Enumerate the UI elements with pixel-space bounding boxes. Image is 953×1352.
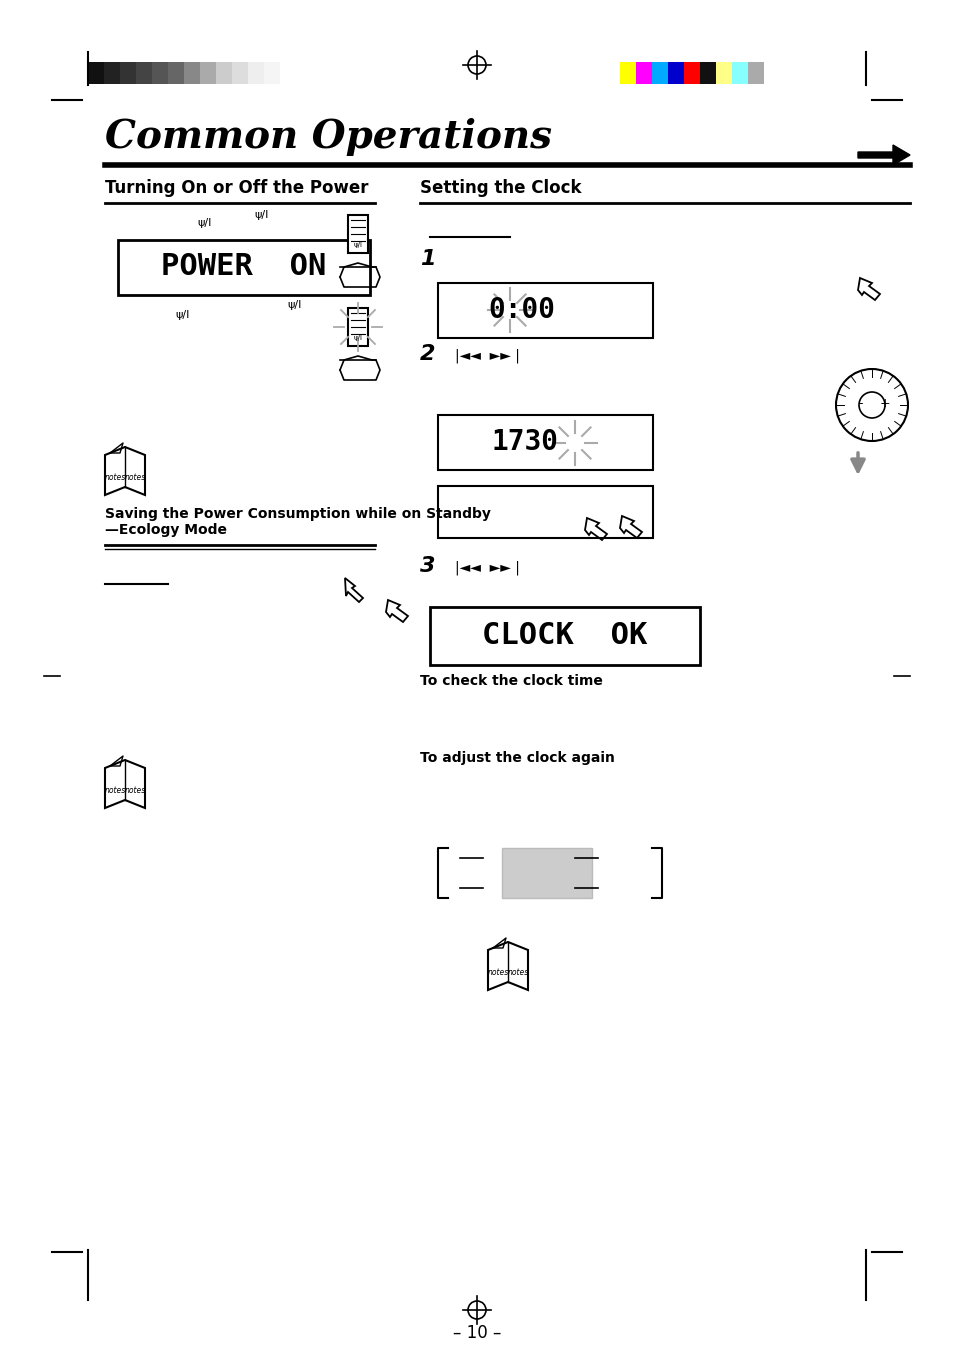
Text: ψ/I: ψ/I: [197, 218, 212, 228]
Text: notes: notes: [487, 968, 508, 977]
Bar: [716, 62, 731, 84]
Text: ψ/I: ψ/I: [354, 242, 362, 247]
Bar: [200, 62, 215, 84]
Bar: [700, 62, 716, 84]
Text: 1730: 1730: [491, 429, 558, 456]
Bar: [136, 62, 152, 84]
Bar: [651, 62, 667, 84]
Bar: [667, 62, 683, 84]
Bar: [120, 62, 136, 84]
Text: To check the clock time: To check the clock time: [419, 675, 602, 688]
Text: 0:00: 0:00: [488, 296, 555, 324]
Text: ψ/I: ψ/I: [254, 210, 269, 220]
Bar: [168, 62, 184, 84]
Text: notes: notes: [124, 473, 146, 483]
Bar: [636, 62, 651, 84]
Text: 3: 3: [419, 556, 435, 576]
Text: Turning On or Off the Power: Turning On or Off the Power: [105, 178, 368, 197]
Text: —Ecology Mode: —Ecology Mode: [105, 523, 227, 537]
Text: notes: notes: [104, 473, 126, 483]
Bar: [232, 62, 248, 84]
Bar: [152, 62, 168, 84]
Bar: [248, 62, 264, 84]
Bar: [88, 62, 104, 84]
Text: Common Operations: Common Operations: [105, 118, 552, 155]
Bar: [348, 308, 368, 346]
Bar: [683, 62, 700, 84]
Bar: [264, 62, 280, 84]
Bar: [501, 848, 592, 898]
Text: |◄◄  ►► |: |◄◄ ►► |: [455, 561, 519, 576]
Bar: [437, 485, 652, 538]
Text: Saving the Power Consumption while on Standby: Saving the Power Consumption while on St…: [105, 507, 491, 521]
Bar: [619, 62, 636, 84]
Text: Setting the Clock: Setting the Clock: [419, 178, 581, 197]
Bar: [437, 415, 652, 470]
Text: POWER  ON: POWER ON: [161, 251, 326, 281]
Bar: [118, 241, 370, 295]
Bar: [104, 62, 120, 84]
Text: |◄◄  ►► |: |◄◄ ►► |: [455, 349, 519, 364]
Text: – 10 –: – 10 –: [453, 1324, 500, 1343]
Bar: [215, 62, 232, 84]
Bar: [437, 283, 652, 338]
Text: 2: 2: [419, 343, 435, 364]
Text: notes: notes: [124, 786, 146, 795]
Text: 1: 1: [419, 249, 435, 269]
Text: notes: notes: [507, 968, 528, 977]
Bar: [430, 607, 700, 665]
Text: notes: notes: [104, 786, 126, 795]
Text: ψ/I: ψ/I: [175, 310, 190, 320]
Bar: [747, 62, 763, 84]
Bar: [348, 215, 368, 253]
Text: To adjust the clock again: To adjust the clock again: [419, 750, 615, 765]
Text: -: -: [857, 397, 862, 410]
Text: CLOCK  OK: CLOCK OK: [482, 621, 647, 650]
Polygon shape: [857, 145, 909, 165]
Text: +: +: [879, 397, 890, 410]
Bar: [184, 62, 200, 84]
Text: ψ/I: ψ/I: [354, 335, 362, 341]
Bar: [731, 62, 747, 84]
Text: ψ/I: ψ/I: [288, 300, 302, 310]
